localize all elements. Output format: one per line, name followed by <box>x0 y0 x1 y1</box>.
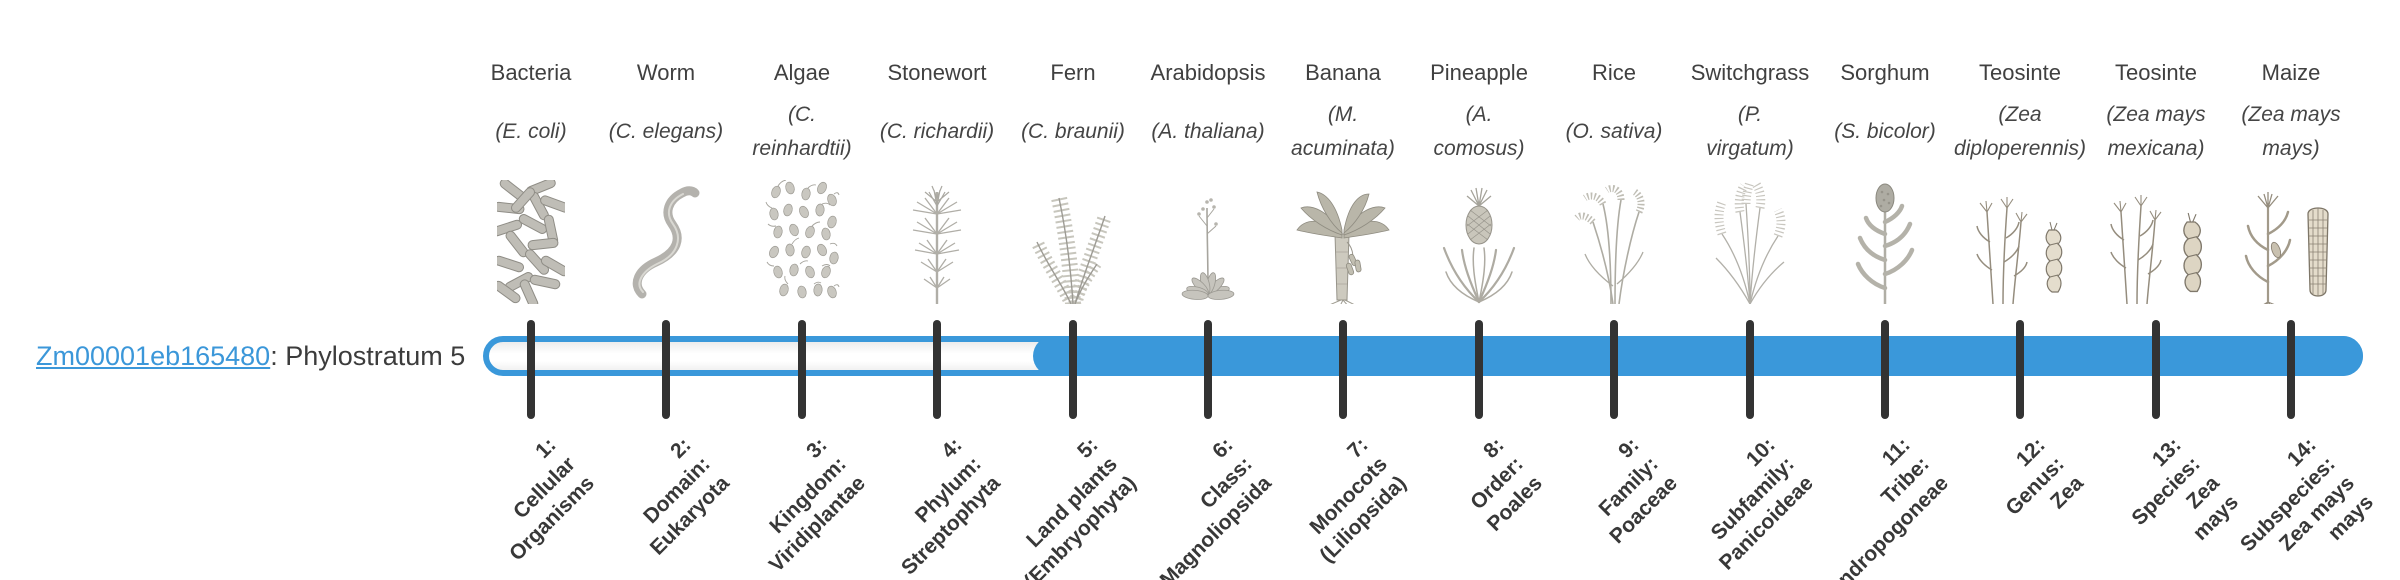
tick-mark <box>527 320 535 419</box>
organism-name: Banana <box>1305 60 1381 85</box>
organism-sci-name: (C. elegans) <box>608 120 724 143</box>
tick-mark <box>798 320 806 419</box>
worm-icon <box>576 172 756 304</box>
organism-sci-name: (M. acuminata) <box>1291 103 1395 160</box>
organism-column: Bacteria (E. coli) <box>441 44 621 304</box>
organism-column: Worm (C. elegans) <box>576 44 756 304</box>
tick-mark <box>1746 320 1754 419</box>
tick-mark <box>2016 320 2024 419</box>
organism-column: Pineapple (A. comosus) <box>1389 44 1569 304</box>
organism-name: Stonewort <box>887 60 987 85</box>
tick-mark <box>2152 320 2160 419</box>
organism-name: Switchgrass <box>1690 60 1810 85</box>
organism-sci-name: (C. reinhardtii) <box>752 103 852 160</box>
organism-sci-name: (Zea diploperennis) <box>1954 103 2086 160</box>
organism-name: Algae <box>773 60 831 85</box>
tick-mark <box>2287 320 2295 419</box>
organism-sci-name: (C. richardii) <box>879 120 995 143</box>
organism-name: Rice <box>1591 60 1636 85</box>
phylo-track-fill <box>1033 336 2363 376</box>
tick-mark <box>1204 320 1212 419</box>
organism-column: Sorghum (S. bicolor) <box>1795 44 1975 304</box>
bacteria-icon <box>441 172 621 304</box>
organism-sci-name: (A. thaliana) <box>1151 120 1265 143</box>
organism-name: Fern <box>1050 60 1096 85</box>
gene-label-row: Zm00001eb165480: Phylostratum 5 <box>36 336 465 376</box>
gene-link[interactable]: Zm00001eb165480 <box>36 340 271 371</box>
organism-name: Pineapple <box>1430 60 1528 85</box>
banana-icon <box>1253 172 1433 304</box>
organism-sci-name: (Zea mays mays) <box>2241 103 2341 160</box>
tick-mark <box>933 320 941 419</box>
rice-icon <box>1524 172 1704 304</box>
organism-name: Worm <box>636 60 696 85</box>
organism-column: Algae (C. reinhardtii) <box>712 44 892 304</box>
organism-sci-name: (A. comosus) <box>1433 103 1525 160</box>
arabidopsis-icon <box>1118 172 1298 304</box>
tick-mark <box>1610 320 1618 419</box>
organism-name: Teosinte <box>1979 60 2061 85</box>
teosinte-mexicana-icon <box>2066 172 2246 304</box>
maize-icon <box>2201 172 2381 304</box>
organism-column: Maize (Zea mays mays) <box>2201 44 2381 304</box>
organism-column: Fern (C. braunii) <box>983 44 1163 304</box>
organism-name: Teosinte <box>2115 60 2197 85</box>
tick-mark <box>662 320 670 419</box>
tick-mark <box>1339 320 1347 419</box>
organism-column: Arabidopsis (A. thaliana) <box>1118 44 1298 304</box>
organism-name: Bacteria <box>490 60 572 85</box>
organism-sci-name: (C. braunii) <box>1021 120 1125 143</box>
stonewort-icon <box>847 172 1027 304</box>
fern-icon <box>983 172 1163 304</box>
tick-mark <box>1881 320 1889 419</box>
organism-name: Arabidopsis <box>1150 60 1266 85</box>
organism-column: Rice (O. sativa) <box>1524 44 1704 304</box>
tick-mark <box>1069 320 1077 419</box>
organism-sci-name: (Zea mays mexicana) <box>2106 103 2206 160</box>
organism-column: Banana (M. acuminata) <box>1253 44 1433 304</box>
organism-sci-name: (P. virgatum) <box>1706 103 1794 160</box>
organism-column: Switchgrass (P. virgatum) <box>1660 44 1840 304</box>
organism-name: Maize <box>2261 60 2321 85</box>
sorghum-icon <box>1795 172 1975 304</box>
pineapple-icon <box>1389 172 1569 304</box>
organism-name: Sorghum <box>1840 60 1930 85</box>
gene-phylostratum-text: : Phylostratum 5 <box>270 340 466 371</box>
organism-column: Stonewort (C. richardii) <box>847 44 1027 304</box>
organism-sci-name: (S. bicolor) <box>1834 120 1936 143</box>
algae-icon <box>712 172 892 304</box>
tick-mark <box>1475 320 1483 419</box>
organism-column: Teosinte (Zea mays mexicana) <box>2066 44 2246 304</box>
organism-column: Teosinte (Zea diploperennis) <box>1930 44 2110 304</box>
switchgrass-icon <box>1660 172 1840 304</box>
teosinte-diploperennis-icon <box>1930 172 2110 304</box>
organism-sci-name: (O. sativa) <box>1565 120 1663 143</box>
organism-sci-name: (E. coli) <box>495 120 567 143</box>
